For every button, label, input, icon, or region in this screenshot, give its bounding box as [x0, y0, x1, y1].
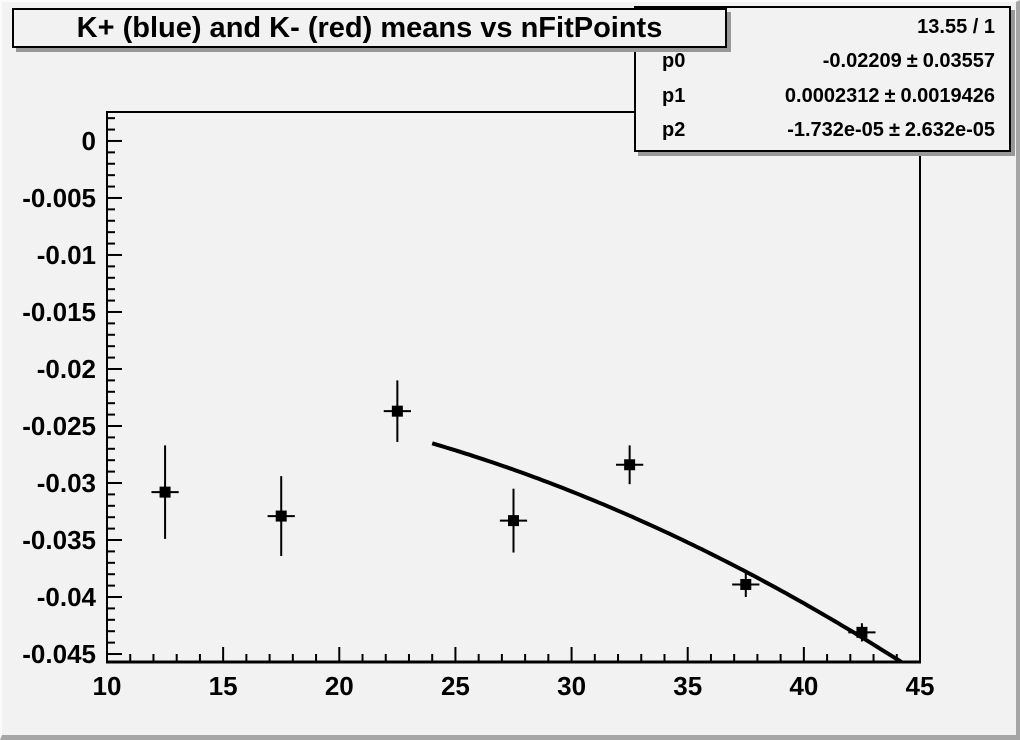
data-point-marker[interactable] — [159, 486, 171, 498]
y-tick-label: -0.025 — [22, 411, 96, 441]
param-error: 2.632e-05 — [904, 119, 995, 142]
y-tick-label: 0 — [82, 126, 96, 156]
y-tick-label: -0.01 — [37, 240, 96, 270]
stats-row-chi2: 13.55 / 1 — [636, 10, 1009, 44]
param-value: -1.732e-05 — [787, 119, 884, 142]
param-label: p0 — [662, 50, 686, 73]
param-value: 0.0002312 — [784, 84, 880, 107]
plus-minus-symbol: ± — [888, 119, 900, 142]
y-tick-label: -0.03 — [37, 468, 96, 498]
chi2-value: 13.55 / 1 — [917, 15, 995, 38]
x-tick-label: 40 — [789, 671, 818, 701]
x-tick-label: 15 — [209, 671, 238, 701]
stats-row-p1: p1 0.0002312 ±0.0019426 — [636, 79, 1009, 113]
fit-curve — [431, 441, 905, 662]
x-tick-label: 35 — [673, 671, 702, 701]
param-error: 0.03557 — [922, 50, 995, 73]
data-point-marker[interactable] — [508, 515, 519, 527]
param-error: 0.0019426 — [900, 84, 995, 107]
y-tick-label: -0.035 — [22, 525, 96, 555]
x-tick-label: 30 — [557, 671, 586, 701]
param-value: -0.02209 — [822, 50, 902, 73]
plus-minus-symbol: ± — [884, 84, 896, 107]
x-tick-label: 10 — [93, 671, 122, 701]
y-tick-label: -0.04 — [37, 582, 97, 612]
y-tick-label: -0.045 — [22, 639, 96, 669]
plus-minus-symbol: ± — [906, 50, 918, 73]
data-point-marker[interactable] — [275, 510, 287, 522]
data-point-marker[interactable] — [740, 578, 752, 590]
y-tick-label: -0.015 — [22, 297, 96, 327]
plot-title: K+ (blue) and K- (red) means vs nFitPoin… — [76, 11, 663, 44]
plot-title-box[interactable]: K+ (blue) and K- (red) means vs nFitPoin… — [12, 8, 727, 48]
data-point-marker[interactable] — [391, 405, 403, 417]
stats-row-p2: p2 -1.732e-05 ±2.632e-05 — [636, 114, 1009, 148]
stats-row-p0: p0 -0.02209 ±0.03557 — [636, 45, 1009, 79]
x-tick-label: 20 — [325, 671, 354, 701]
param-label: p2 — [662, 119, 686, 142]
y-tick-label: -0.005 — [22, 183, 96, 213]
plot-frame[interactable] — [106, 111, 921, 663]
data-point-marker[interactable] — [856, 626, 868, 638]
param-label: p1 — [662, 84, 686, 107]
y-tick-label: -0.02 — [37, 354, 96, 384]
x-tick-label: 25 — [441, 671, 470, 701]
x-tick-label: 45 — [906, 671, 935, 701]
data-point-marker[interactable] — [624, 459, 636, 471]
